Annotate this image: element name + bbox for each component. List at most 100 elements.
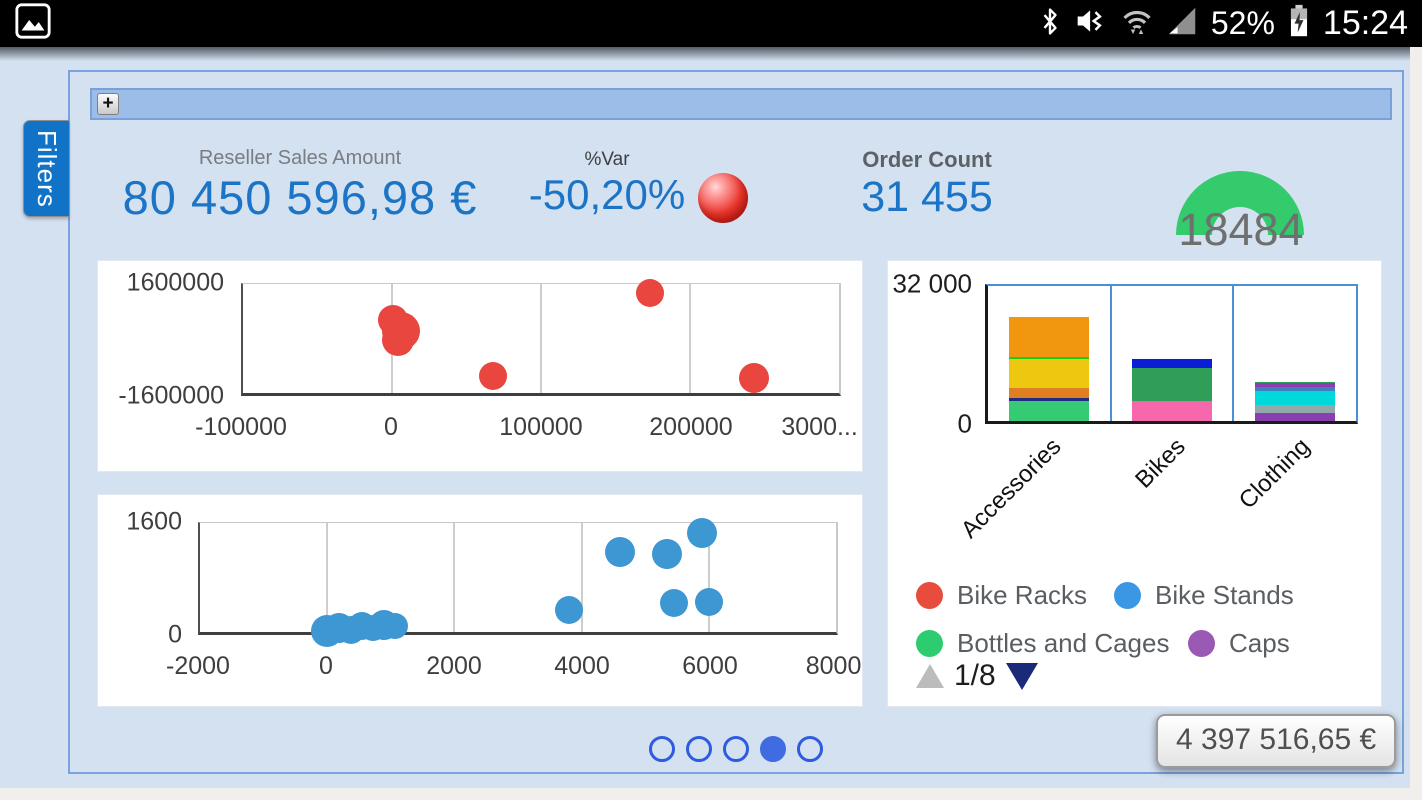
legend-item-bike-stands[interactable]: Bike Stands xyxy=(1114,580,1294,611)
legend-label: Bike Racks xyxy=(957,579,1088,610)
x-axis-labels: -2000 0 2000 4000 6000 8000 xyxy=(166,652,861,682)
stacked-bar-accessories[interactable] xyxy=(1009,286,1090,421)
bar-segment[interactable] xyxy=(1132,359,1212,368)
x-tick-label: 0 xyxy=(384,413,398,441)
legend-item-caps[interactable]: Caps xyxy=(1188,628,1290,659)
legend-swatch xyxy=(1114,581,1141,609)
data-point[interactable] xyxy=(479,361,508,390)
legend-page-down-icon[interactable] xyxy=(1005,662,1038,690)
bubble-chart-red-plot[interactable] xyxy=(241,278,841,396)
x-tick-label: 8000 xyxy=(805,652,862,680)
mute-vibrate-icon xyxy=(1075,5,1107,42)
legend-pager: 1/8 xyxy=(916,659,1038,693)
data-point[interactable] xyxy=(381,612,408,639)
legend-item-bottles-and-cages[interactable]: Bottles and Cages xyxy=(916,628,1188,659)
bar-segment[interactable] xyxy=(1254,383,1335,388)
bar-segment[interactable] xyxy=(1254,391,1335,405)
bar-segment[interactable] xyxy=(1009,388,1090,398)
y-tick-label: 32 000 xyxy=(892,268,972,299)
carousel-dot-4[interactable] xyxy=(760,736,786,762)
clock: 15:24 xyxy=(1322,4,1408,42)
x-axis-labels: -100000 0 100000 200000 3000... xyxy=(195,413,858,443)
kpi-reseller-value: 80 450 596,98 € xyxy=(122,171,478,224)
column-separator xyxy=(1109,286,1112,421)
legend-page-up-icon[interactable] xyxy=(916,664,944,688)
data-point[interactable] xyxy=(381,323,414,356)
bar-segment[interactable] xyxy=(1254,413,1335,421)
bubble-chart-red-card: 1600000 -1600000 -100000 0 100000 200000 3000… xyxy=(97,260,863,472)
x-tick-label: -2000 xyxy=(166,652,230,680)
x-tick-label: 100000 xyxy=(499,413,583,441)
gridline xyxy=(453,523,456,632)
y-tick-label: 1600000 xyxy=(126,268,224,297)
carousel-dot-3[interactable] xyxy=(723,736,749,762)
y-tick-label: 0 xyxy=(957,408,972,439)
stacked-bar-chart-card: 32 000 0 Accessories Bikes Clothing Bike Ra… xyxy=(887,260,1382,707)
carousel-dot-5[interactable] xyxy=(797,736,823,762)
kpi-orders-value: 31 455 xyxy=(861,173,993,221)
stacked-bar-clothing[interactable] xyxy=(1254,286,1335,421)
y-axis-labels: 1600 0 xyxy=(98,508,188,649)
y-tick-label: -1600000 xyxy=(118,381,224,410)
stacked-bar-plot[interactable] xyxy=(985,284,1358,424)
data-point[interactable] xyxy=(635,278,664,307)
gridline xyxy=(540,284,542,393)
kpi-reseller-label: Reseller Sales Amount xyxy=(198,147,402,169)
data-point[interactable] xyxy=(694,588,723,617)
bubble-chart-blue-plot[interactable] xyxy=(198,518,838,647)
legend-label: Bottles and Cages xyxy=(957,627,1170,658)
stacked-bar-bikes[interactable] xyxy=(1132,286,1212,421)
carousel-dot-2[interactable] xyxy=(686,736,712,762)
bar-segment[interactable] xyxy=(1254,382,1335,384)
bar-segment[interactable] xyxy=(1132,367,1212,401)
data-point[interactable] xyxy=(554,595,583,624)
data-point[interactable] xyxy=(687,518,718,549)
bluetooth-icon xyxy=(1039,5,1061,43)
x-tick-label: 3000... xyxy=(781,413,858,441)
kpi-var-value: -50,20% xyxy=(528,171,686,218)
bar-segment[interactable] xyxy=(1009,316,1090,358)
half-donut-gauge[interactable]: 18484 xyxy=(1176,171,1306,255)
x-tick-label: 2000 xyxy=(426,652,482,680)
gridline xyxy=(707,523,710,632)
column-separator xyxy=(1232,286,1235,421)
wifi-icon xyxy=(1121,7,1153,41)
expand-filters-button[interactable]: + xyxy=(97,93,119,115)
legend-row: Bottles and Cages Caps xyxy=(916,619,1366,667)
signal-icon xyxy=(1167,6,1197,41)
legend-label: Bike Stands xyxy=(1155,579,1294,610)
bar-segment[interactable] xyxy=(1009,397,1090,401)
y-axis-labels: 32 000 0 xyxy=(888,269,978,439)
kpi-percent-var: %Var -50,20% xyxy=(522,149,692,219)
legend-item-bike-racks[interactable]: Bike Racks xyxy=(916,580,1114,611)
data-point[interactable] xyxy=(739,362,770,393)
data-point[interactable] xyxy=(652,538,683,569)
filter-expander-bar: + xyxy=(90,88,1392,120)
status-bar: 52% 15:24 xyxy=(0,0,1422,47)
x-tick-label: 6000 xyxy=(682,652,738,680)
filters-tab[interactable]: Filters xyxy=(23,120,69,217)
bar-segment[interactable] xyxy=(1132,400,1212,421)
dashboard-page: Filters + Reseller Sales Amount 80 450 5… xyxy=(0,47,1410,788)
gauge-value: 18484 xyxy=(1178,204,1304,255)
kpi-reseller-sales: Reseller Sales Amount 80 450 596,98 € xyxy=(110,147,490,225)
red-sphere-indicator xyxy=(698,173,748,223)
bubble-chart-blue-card: 1600 0 -2000 0 2000 4000 6000 8000 xyxy=(97,494,863,707)
category-labels: Accessories Bikes Clothing xyxy=(956,433,1358,545)
data-point[interactable] xyxy=(659,588,688,617)
data-point[interactable] xyxy=(604,537,635,568)
bar-segment[interactable] xyxy=(1009,359,1090,389)
kpi-order-count: Order Count 31 455 xyxy=(852,147,1002,222)
category-label: Bikes xyxy=(1130,433,1191,494)
bar-segment[interactable] xyxy=(1009,400,1090,421)
bar-segment[interactable] xyxy=(1009,357,1090,360)
x-tick-label: 0 xyxy=(319,652,333,680)
y-tick-label: 1600 xyxy=(126,507,182,536)
legend-swatch xyxy=(1188,629,1215,657)
carousel-dot-1[interactable] xyxy=(649,736,675,762)
bar-segment[interactable] xyxy=(1254,404,1335,414)
category-label: Clothing xyxy=(1233,433,1315,515)
kpi-var-label: %Var xyxy=(584,149,630,170)
bar-segment[interactable] xyxy=(1254,387,1335,392)
